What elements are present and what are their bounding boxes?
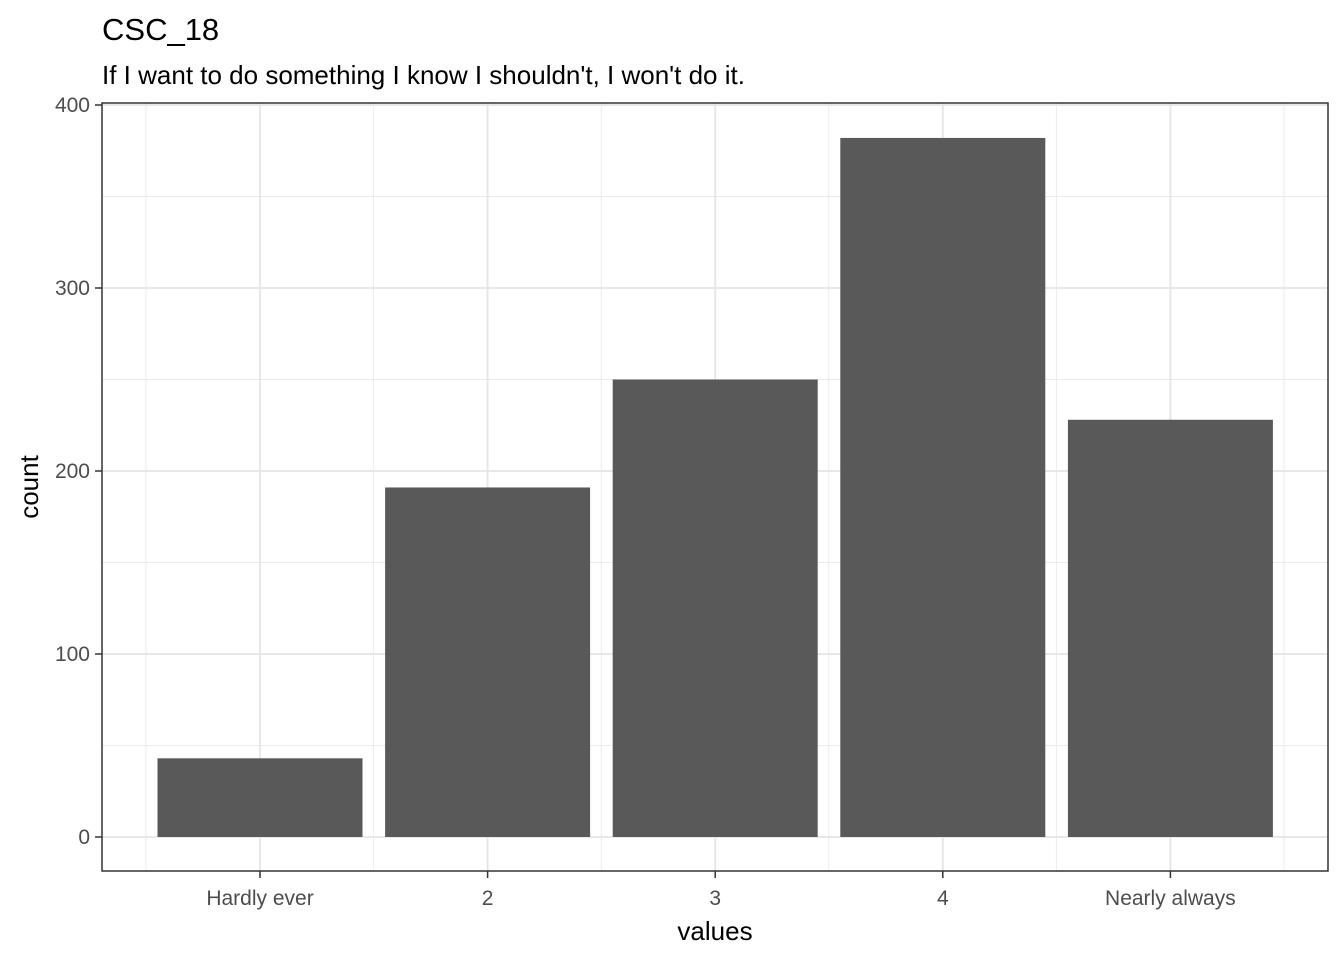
x-tick-label: 3 (709, 887, 721, 910)
y-axis: 0 100 200 300 400 (55, 94, 102, 849)
plot-panel (101, 102, 1329, 872)
x-tick-label: Hardly ever (206, 887, 313, 910)
x-tick-label: 4 (937, 887, 949, 910)
chart-title: CSC_18 (102, 12, 219, 47)
y-tick-label: 0 (78, 826, 90, 849)
y-tick-label: 200 (55, 460, 90, 483)
y-tick-label: 400 (55, 94, 90, 117)
bar (1067, 419, 1273, 837)
bar (157, 758, 363, 837)
bar (612, 379, 818, 837)
x-axis: Hardly ever 2 3 4 Nearly always (206, 871, 1236, 910)
x-tick-label: Nearly always (1105, 887, 1236, 910)
y-axis-title: count (14, 454, 44, 518)
x-axis-title: values (677, 916, 752, 946)
y-tick-label: 100 (55, 643, 90, 666)
bar (840, 137, 1046, 837)
bars (157, 137, 1273, 837)
chart-subtitle: If I want to do something I know I shoul… (102, 60, 745, 90)
y-tick-label: 300 (55, 277, 90, 300)
x-tick-label: 2 (482, 887, 494, 910)
bar (385, 487, 591, 837)
